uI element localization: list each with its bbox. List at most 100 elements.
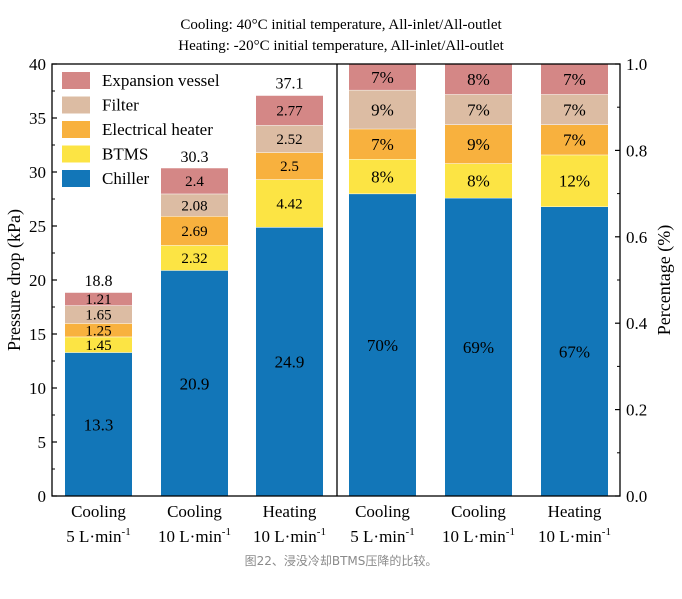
- data-label: 69%: [463, 338, 494, 357]
- data-label: 67%: [559, 342, 590, 361]
- y-tick-label: 30: [29, 163, 46, 182]
- legend-label: Expansion vessel: [102, 71, 220, 90]
- x-tick-label-unit: 5 L·min-1: [350, 526, 414, 546]
- bar-segment: [349, 89, 416, 129]
- bar-segment: [161, 167, 228, 194]
- data-label: 7%: [563, 100, 586, 119]
- y2-tick-label: 0.6: [626, 228, 647, 247]
- bar-segment: [65, 352, 132, 496]
- y-tick-label: 15: [29, 325, 46, 344]
- x-tick-label: Cooling: [167, 502, 222, 521]
- bar-segment: [256, 95, 323, 126]
- legend-swatch: [62, 170, 90, 187]
- bar-segment: [445, 197, 512, 497]
- y-tick-label: 35: [29, 109, 46, 128]
- x-tick-label-unit: 10 L·min-1: [158, 526, 231, 546]
- bar-segment: [256, 227, 323, 496]
- data-label: 2.32: [181, 251, 207, 267]
- total-label: 18.8: [85, 273, 113, 290]
- total-label: 30.3: [181, 149, 209, 166]
- y2-tick-label: 0.8: [626, 141, 647, 160]
- data-label: 2.69: [181, 224, 207, 240]
- x-tick-label-unit: 5 L·min-1: [66, 526, 130, 546]
- bar-segment: [445, 64, 512, 95]
- legend-label: BTMS: [102, 145, 148, 164]
- legend-swatch: [62, 121, 90, 138]
- plot-area: 13.3 1.451.251.651.21 18.8 20.9 2.32 2.69 2.08…: [4, 55, 675, 546]
- data-label: 2.08: [181, 198, 207, 214]
- data-label: 12%: [559, 172, 590, 191]
- x-tick-label: Heating: [263, 502, 317, 521]
- y-tick-label: 0: [38, 487, 47, 506]
- bar-segment: [445, 163, 512, 198]
- data-label: 1.21: [85, 292, 111, 308]
- total-label: 37.1: [276, 75, 304, 92]
- x-tick-label-unit: 10 L·min-1: [253, 526, 326, 546]
- data-label: 8%: [371, 167, 394, 186]
- bar-segment: [161, 216, 228, 246]
- data-label: 9%: [371, 100, 394, 119]
- data-label: 1.45: [85, 338, 111, 354]
- data-label: 7%: [563, 131, 586, 150]
- bar-segment: [349, 128, 416, 160]
- bar-segment: [256, 179, 323, 228]
- y-tick-label: 20: [29, 271, 46, 290]
- legend-swatch: [62, 145, 90, 163]
- data-label: 7%: [371, 68, 394, 87]
- y-axis-label: Pressure drop (kPa): [4, 209, 25, 351]
- data-label: 20.9: [180, 374, 210, 393]
- legend-label: Electrical heater: [102, 120, 213, 139]
- bar-segment: [445, 124, 512, 164]
- legend-label: Filter: [102, 96, 139, 115]
- data-label: 8%: [467, 172, 490, 191]
- bar-segment: [541, 94, 608, 125]
- figure-caption: 图22、浸没冷却BTMS压降的比较。: [244, 554, 438, 568]
- data-label: 4.42: [276, 197, 302, 213]
- bar-segment: [349, 64, 416, 90]
- bar-segment: [65, 305, 132, 324]
- y2-tick-label: 0.2: [626, 401, 647, 420]
- data-label: 9%: [467, 135, 490, 154]
- bar-segment: [65, 336, 132, 353]
- bar-segment: [541, 124, 608, 155]
- chart-title-line1: Cooling: 40°C initial temperature, All-i…: [180, 17, 502, 33]
- x-tick-label: Cooling: [451, 502, 506, 521]
- data-label: 2.77: [276, 104, 303, 120]
- bar-segment: [65, 323, 132, 337]
- y-tick-label: 40: [29, 55, 46, 74]
- x-tick-label: Cooling: [71, 502, 126, 521]
- data-label: 70%: [367, 336, 398, 355]
- bar-segment: [541, 154, 608, 207]
- y2-tick-label: 0.4: [626, 314, 648, 333]
- data-label: 8%: [467, 70, 490, 89]
- x-tick-label-unit: 10 L·min-1: [538, 526, 611, 546]
- y2-axis-label: Percentage (%): [654, 225, 675, 335]
- bar-segment: [349, 159, 416, 194]
- data-label: 1.65: [85, 308, 111, 324]
- bar-segment: [256, 125, 323, 153]
- x-tick-label: Cooling: [355, 502, 410, 521]
- data-label: 2.52: [276, 132, 302, 148]
- bar-segment: [161, 270, 228, 496]
- bar-segment: [541, 64, 608, 95]
- bar-segment: [541, 206, 608, 496]
- bar-segment: [445, 94, 512, 125]
- data-label: 2.4: [185, 174, 204, 190]
- data-label: 2.5: [280, 159, 299, 175]
- bar-segment: [349, 193, 416, 496]
- y-tick-label: 5: [38, 433, 47, 452]
- data-label: 13.3: [84, 415, 114, 434]
- x-tick-label-unit: 10 L·min-1: [442, 526, 515, 546]
- y2-tick-label: 0.0: [626, 487, 647, 506]
- legend-label: Chiller: [102, 169, 150, 188]
- legend-swatch: [62, 96, 90, 114]
- x-tick-label: Heating: [548, 502, 602, 521]
- data-label: 24.9: [275, 353, 305, 372]
- bar-segment: [65, 292, 132, 306]
- data-label: 1.25: [85, 323, 111, 339]
- bar-segment: [256, 152, 323, 180]
- data-label: 7%: [371, 135, 394, 154]
- bar-segment: [161, 193, 228, 217]
- y2-tick-label: 1.0: [626, 55, 647, 74]
